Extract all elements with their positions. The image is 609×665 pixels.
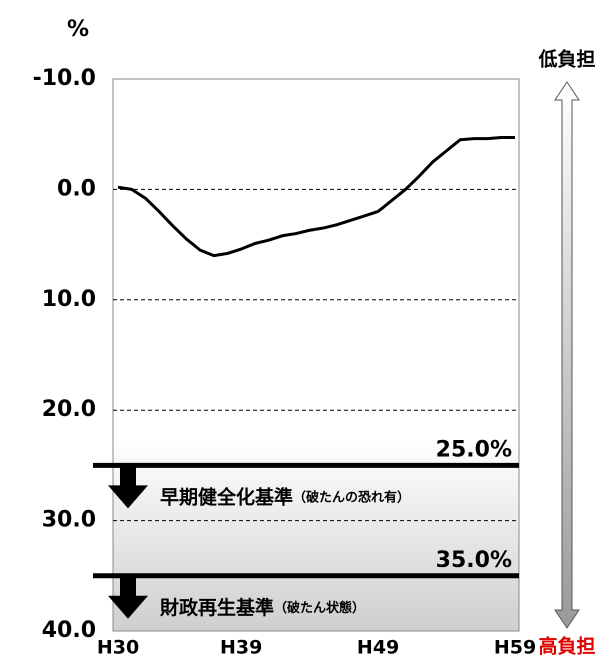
y-tick-label: 10.0 — [42, 287, 96, 312]
top-label: 低負担 — [537, 48, 595, 71]
y-tick-label: -10.0 — [33, 66, 96, 91]
x-tick-label: H59 — [494, 637, 536, 659]
y-tick-label: 20.0 — [42, 397, 96, 422]
y-unit: % — [67, 17, 89, 42]
y-tick-label: 0.0 — [57, 176, 96, 201]
x-tick-label: H49 — [357, 637, 399, 659]
threshold-value: 35.0% — [436, 548, 512, 573]
x-tick-label: H30 — [97, 637, 139, 659]
threshold-note: （破たんの恐れ有） — [293, 489, 410, 505]
plot-area — [112, 78, 520, 632]
threshold-text: 財政再生基準（破たん状態） — [160, 595, 365, 618]
x-tick-label: H39 — [220, 637, 262, 659]
bottom-label: 高負担 — [538, 635, 595, 658]
threshold-value: 25.0% — [436, 437, 512, 462]
threshold-note: （破たん状態） — [274, 599, 365, 615]
threshold-name: 財政再生基準 — [160, 595, 274, 618]
y-tick-label: 30.0 — [42, 508, 96, 533]
y-tick-label: 40.0 — [42, 618, 96, 643]
threshold-text: 早期健全化基準（破たんの恐れ有） — [160, 485, 410, 508]
down-arrow — [108, 465, 148, 509]
burden-arrow — [554, 81, 580, 629]
line-series — [117, 136, 515, 258]
threshold-name: 早期健全化基準 — [160, 485, 293, 508]
down-arrow — [108, 575, 148, 619]
